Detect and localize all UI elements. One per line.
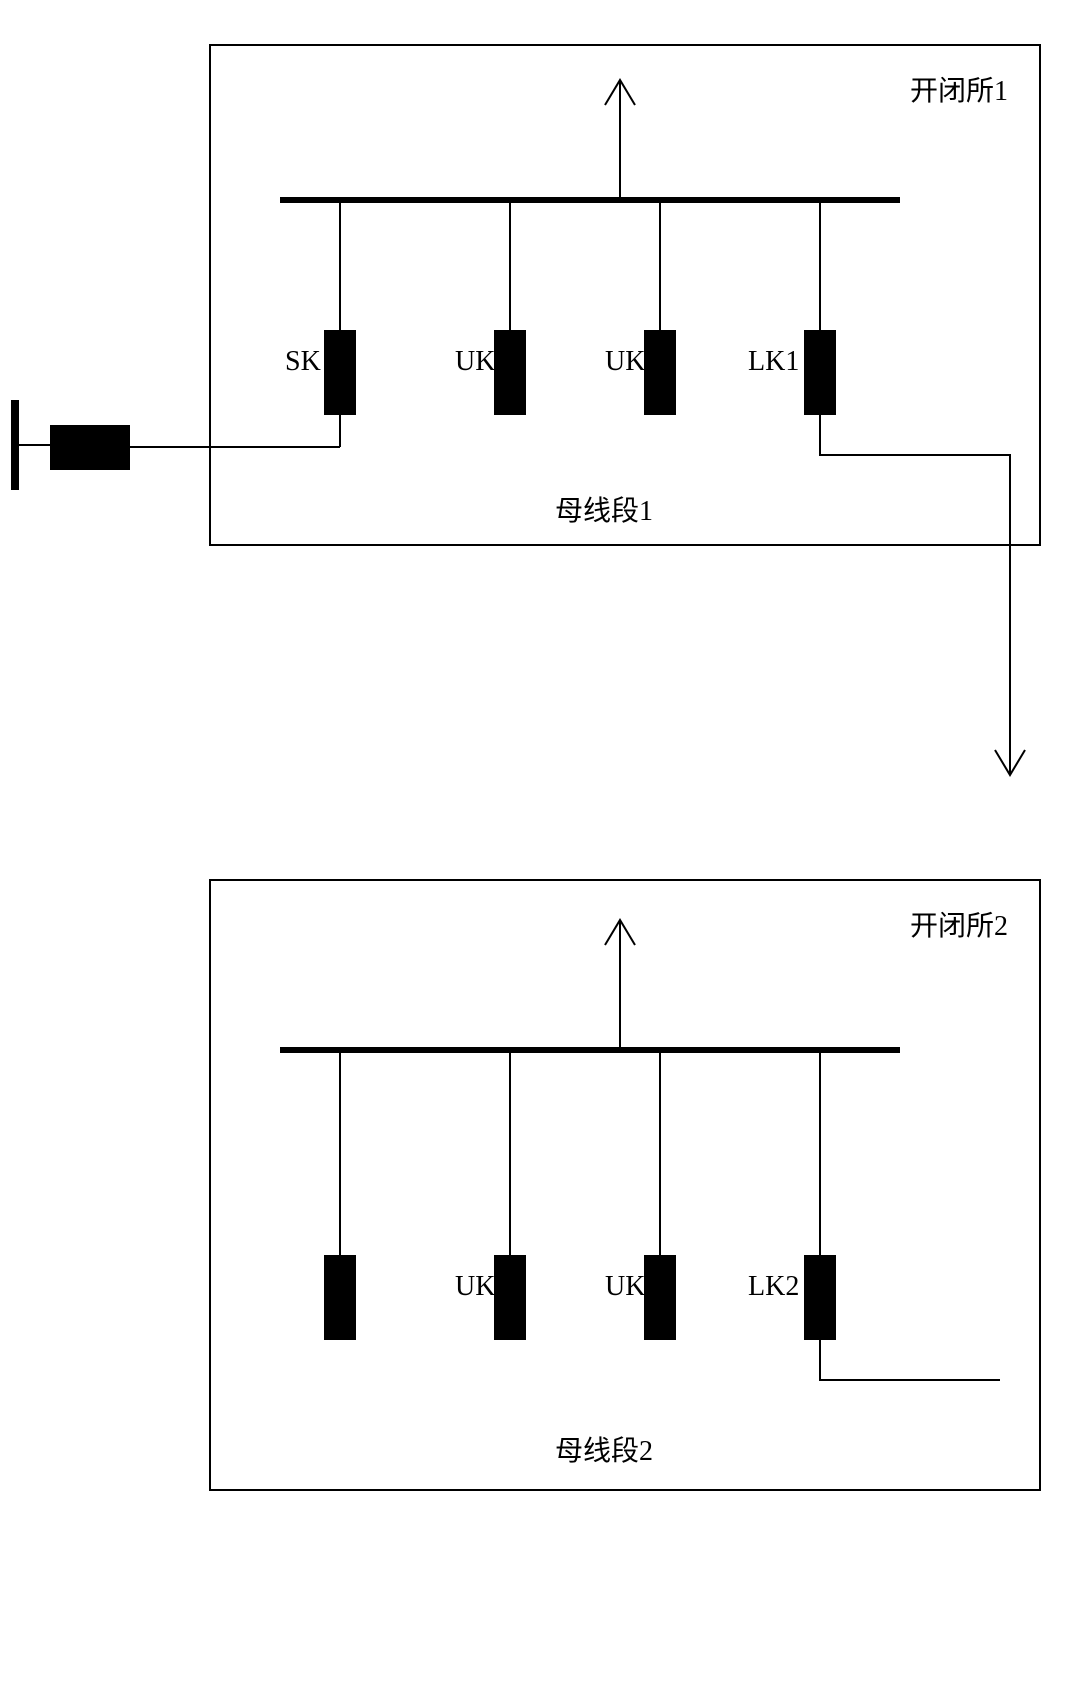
station1-bus-label: 母线段1 — [555, 495, 653, 527]
station2-tap-label-1: UK — [455, 1271, 495, 1302]
station1-title: 开闭所1 — [910, 75, 1008, 107]
station2-breaker-2 — [644, 1255, 676, 1340]
diagram-svg: 开闭所1 母线段1 SK UK UK LK1 开闭所2 母线段2 UK UK LK2 — [0, 0, 1073, 1682]
station2-bus-label: 母线段2 — [555, 1435, 653, 1467]
station2-box — [210, 880, 1040, 1490]
station2-tap-label-3: LK2 — [748, 1271, 799, 1302]
station1-tap-label-0: SK — [285, 346, 321, 377]
lk1-connection-line — [820, 415, 1010, 775]
station1-tap-label-2: UK — [605, 346, 645, 377]
external-block — [50, 425, 130, 470]
station2-tap-label-2: UK — [605, 1271, 645, 1302]
station1-box — [210, 45, 1040, 545]
station2-title: 开闭所2 — [910, 910, 1008, 942]
electrical-diagram: 开闭所1 母线段1 SK UK UK LK1 开闭所2 母线段2 UK UK LK2 — [0, 0, 1073, 1682]
station1-breaker-3 — [804, 330, 836, 415]
lk2-out-line — [820, 1340, 1000, 1380]
station1-breaker-2 — [644, 330, 676, 415]
station1-breaker-0 — [324, 330, 356, 415]
station2-breaker-0 — [324, 1255, 356, 1340]
station1-tap-label-3: LK1 — [748, 346, 799, 377]
station1-breaker-1 — [494, 330, 526, 415]
station2-breaker-1 — [494, 1255, 526, 1340]
station2-breaker-3 — [804, 1255, 836, 1340]
station1-tap-label-1: UK — [455, 346, 495, 377]
